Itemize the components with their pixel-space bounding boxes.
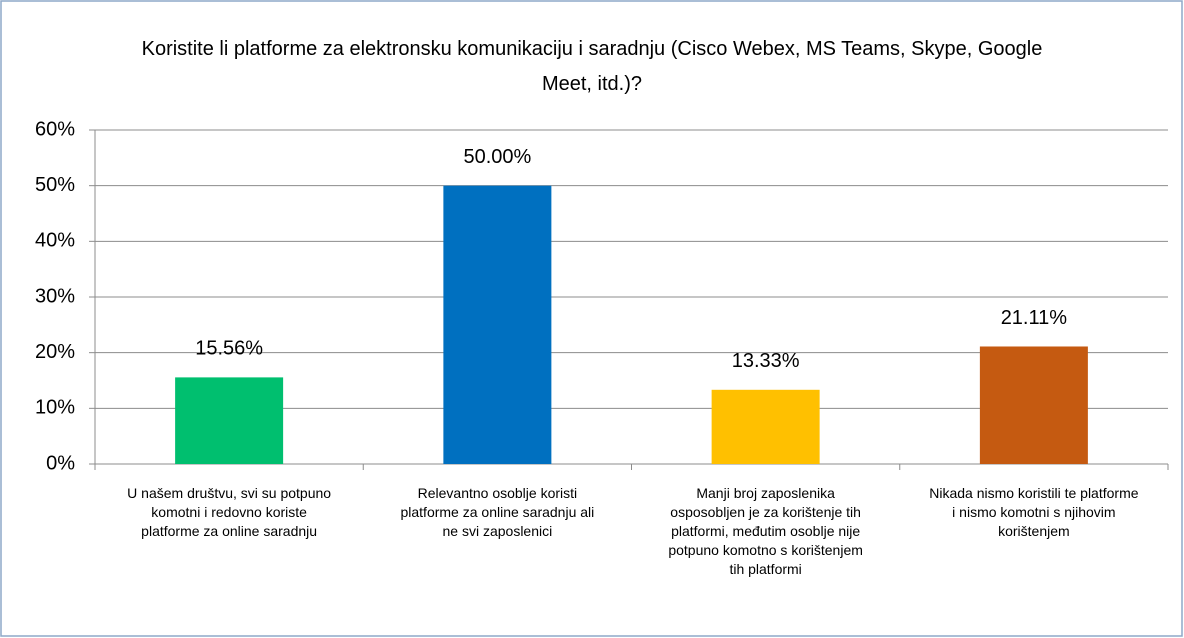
- data-label: 21.11%: [1001, 307, 1068, 329]
- x-tick-label: Manji broj zaposlenika osposobljen je za…: [668, 485, 863, 577]
- x-tick-label: Relevantno osoblje koristi platforme za …: [400, 485, 595, 539]
- x-tick-label: Nikada nismo koristili te platforme i ni…: [929, 485, 1139, 539]
- bar: [443, 185, 552, 464]
- y-tick-label: 30%: [35, 285, 75, 307]
- x-tick-label: U našem društvu, svi su potpuno komotni …: [127, 485, 332, 539]
- y-tick-label: 40%: [35, 230, 75, 252]
- bar: [175, 377, 284, 464]
- data-label: 13.33%: [732, 350, 800, 372]
- data-label: 50.00%: [463, 146, 531, 168]
- data-label: 15.56%: [195, 338, 263, 360]
- y-tick-label: 10%: [35, 397, 75, 419]
- chart-title: Koristite li platforme za elektronsku ko…: [141, 38, 1043, 95]
- bar: [711, 389, 820, 464]
- y-tick-label: 0%: [46, 452, 75, 474]
- bar: [979, 346, 1088, 464]
- y-tick-label: 60%: [35, 118, 75, 140]
- y-tick-label: 20%: [35, 341, 75, 363]
- y-tick-label: 50%: [35, 174, 75, 196]
